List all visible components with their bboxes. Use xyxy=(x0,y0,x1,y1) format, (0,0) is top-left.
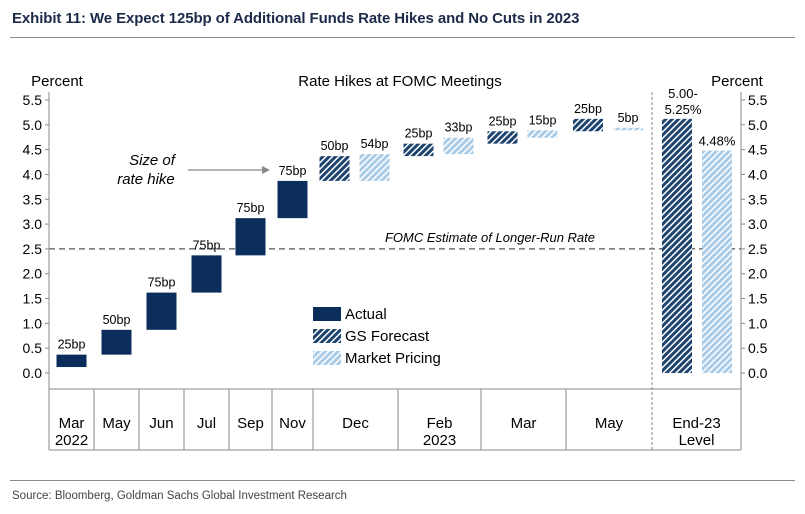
category-sublabel: 2022 xyxy=(55,432,88,449)
category-sublabel: 2023 xyxy=(423,432,456,449)
category-label: Jul xyxy=(197,415,216,432)
y-tick-label-left: 0.5 xyxy=(23,340,43,356)
actual-bar xyxy=(101,329,132,355)
actual-bar xyxy=(235,218,266,256)
bar-size-label: 75bp xyxy=(279,164,307,178)
y-tick-label-right: 3.5 xyxy=(748,191,768,207)
chart-subtitle: Rate Hikes at FOMC Meetings xyxy=(298,73,501,90)
bar-size-label: 75bp xyxy=(148,276,176,290)
bar-size-label: 75bp xyxy=(237,201,265,215)
bar-size-label: 54bp xyxy=(361,137,389,151)
title-divider xyxy=(10,37,795,38)
annotation-size-of-hike: Size of xyxy=(129,152,177,169)
bar-size-label: 25bp xyxy=(574,102,602,116)
y-tick-label-right: 1.0 xyxy=(748,315,768,331)
actual-bar xyxy=(56,354,87,368)
exhibit-title: Exhibit 11: We Expect 125bp of Additiona… xyxy=(12,10,580,27)
source-note: Source: Bloomberg, Goldman Sachs Global … xyxy=(12,490,347,502)
y-tick-label-left: 5.0 xyxy=(23,117,43,133)
category-label: May xyxy=(595,415,624,432)
end-level-label-gs: 5.25% xyxy=(665,102,702,117)
y-tick-label-right: 5.5 xyxy=(748,92,768,108)
y-tick-label-right: 1.5 xyxy=(748,291,768,307)
y-tick-label-right: 4.5 xyxy=(748,142,768,158)
annotation-arrowhead xyxy=(262,166,270,174)
category-label: Dec xyxy=(342,415,369,432)
y-tick-label-left: 1.0 xyxy=(23,315,43,331)
bar-size-label: 25bp xyxy=(405,127,433,141)
y-tick-label-right: 0.0 xyxy=(748,365,768,381)
y-tick-label-left: 2.5 xyxy=(23,241,43,257)
longer-run-rate-label: FOMC Estimate of Longer-Run Rate xyxy=(385,230,595,245)
gs-forecast-bar xyxy=(573,118,603,132)
legend-label: Actual xyxy=(345,306,387,323)
category-label: Nov xyxy=(279,415,306,432)
y-axis-title-left: Percent xyxy=(31,73,84,90)
category-label: Jun xyxy=(149,415,173,432)
gs-forecast-bar xyxy=(403,143,434,157)
gs-forecast-bar xyxy=(487,131,518,144)
category-label: Mar xyxy=(511,415,537,432)
category-label: May xyxy=(102,415,131,432)
legend-swatch-actual xyxy=(313,307,341,321)
y-tick-label-left: 3.0 xyxy=(23,216,43,232)
annotation-size-of-hike: rate hike xyxy=(117,171,175,188)
y-tick-label-left: 0.0 xyxy=(23,365,43,381)
legend-swatch-gs-forecast xyxy=(313,329,341,343)
y-tick-label-left: 5.5 xyxy=(23,92,43,108)
y-tick-label-left: 4.5 xyxy=(23,142,43,158)
y-tick-label-right: 5.0 xyxy=(748,117,768,133)
bar-size-label: 75bp xyxy=(193,238,221,252)
gs-forecast-bar xyxy=(662,118,692,373)
end-level-label-gs: 5.00- xyxy=(668,86,698,101)
category-sublabel: Level xyxy=(679,432,715,449)
y-tick-label-right: 4.0 xyxy=(748,166,768,182)
y-tick-label-right: 2.0 xyxy=(748,266,768,282)
category-label: Sep xyxy=(237,415,264,432)
bar-size-label: 50bp xyxy=(103,313,131,327)
y-tick-label-left: 4.0 xyxy=(23,166,43,182)
market-pricing-bar xyxy=(359,154,390,181)
bar-size-label: 5bp xyxy=(618,111,639,125)
market-pricing-bar xyxy=(527,130,558,138)
y-tick-label-left: 1.5 xyxy=(23,291,43,307)
y-tick-label-right: 3.0 xyxy=(748,216,768,232)
actual-bar xyxy=(277,180,308,219)
y-axis-title-right: Percent xyxy=(711,73,764,90)
gs-forecast-bar xyxy=(319,156,350,181)
bar-size-label: 33bp xyxy=(445,121,473,135)
bar-size-label: 50bp xyxy=(321,139,349,153)
market-pricing-bar xyxy=(613,127,643,131)
category-label: Feb xyxy=(427,415,453,432)
bar-size-label: 25bp xyxy=(58,338,86,352)
market-pricing-bar xyxy=(702,150,732,373)
bar-size-label: 25bp xyxy=(489,114,517,128)
y-tick-label-right: 0.5 xyxy=(748,340,768,356)
category-label: Mar xyxy=(59,415,85,432)
market-pricing-bar xyxy=(443,137,474,155)
footer-divider xyxy=(10,480,795,481)
y-tick-label-right: 2.5 xyxy=(748,241,768,257)
y-tick-label-left: 3.5 xyxy=(23,191,43,207)
y-tick-label-left: 2.0 xyxy=(23,266,43,282)
legend-label: GS Forecast xyxy=(345,328,430,345)
legend-swatch-market-pricing xyxy=(313,351,341,365)
actual-bar xyxy=(191,255,222,293)
category-label: End-23 xyxy=(672,415,720,432)
end-level-label-market: 4.48% xyxy=(699,134,736,149)
legend-label: Market Pricing xyxy=(345,350,441,367)
bar-size-label: 15bp xyxy=(529,113,557,127)
actual-bar xyxy=(146,292,177,330)
